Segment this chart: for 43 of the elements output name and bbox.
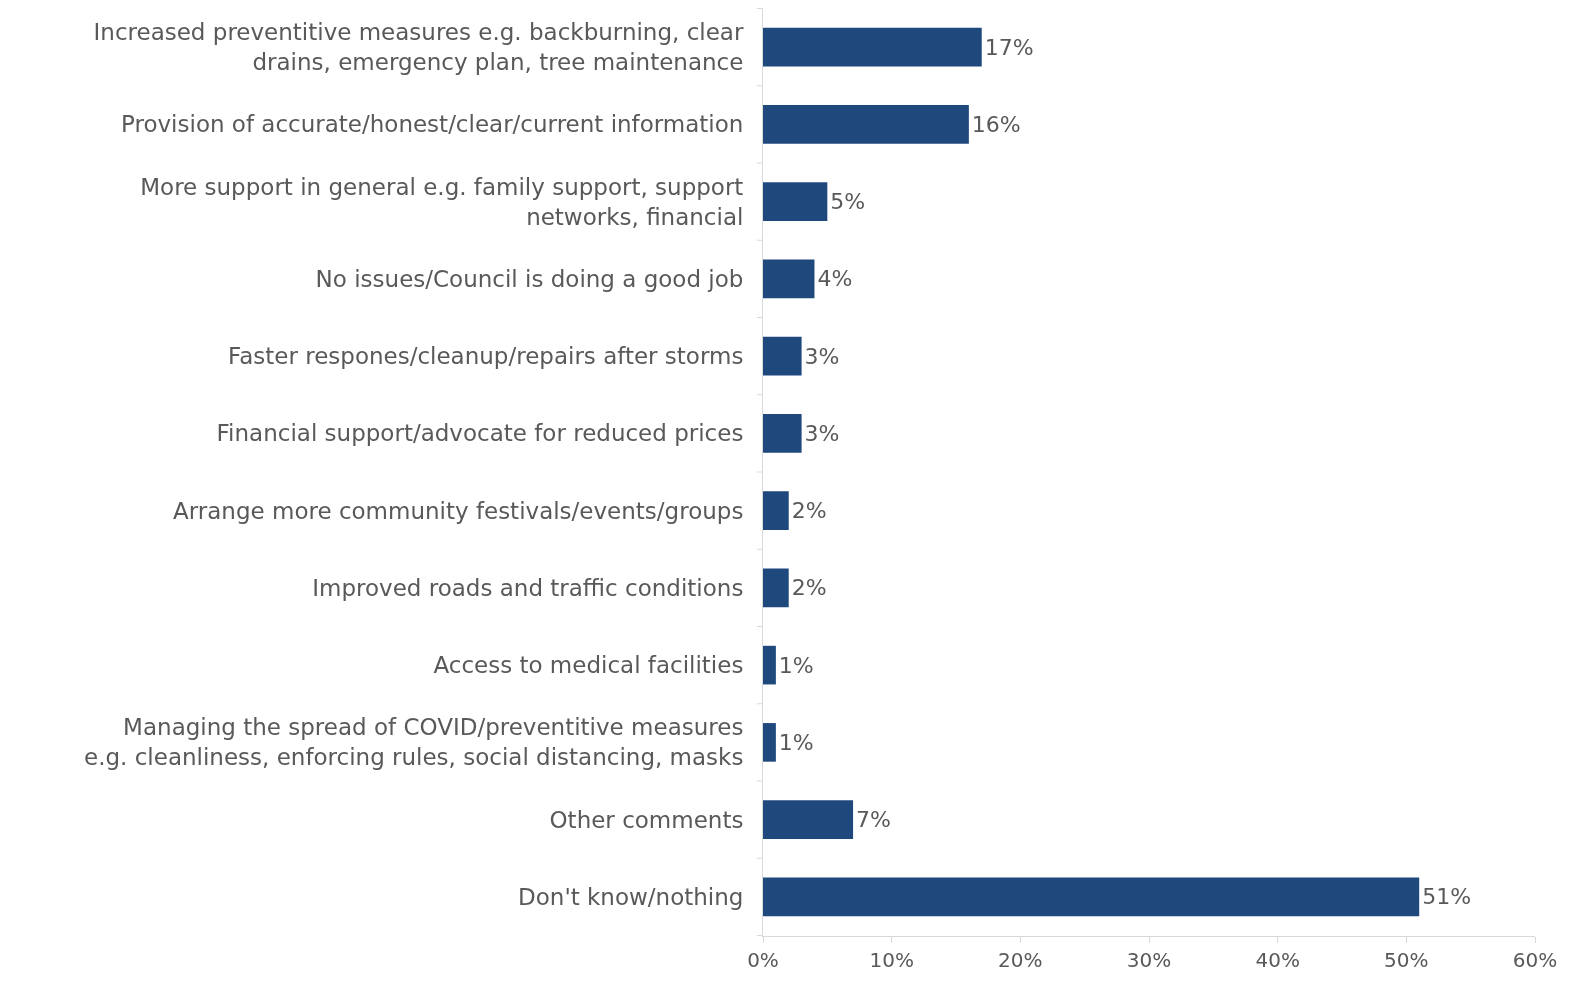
x-tick-label: 10%	[869, 948, 914, 972]
bar	[763, 645, 776, 685]
data-label: 17%	[984, 34, 1034, 60]
data-label: 1%	[778, 729, 814, 755]
y-tick-label: Arrange more community festivals/events/groups	[173, 497, 744, 524]
y-tick-label: Financial support/advocate for reduced prices	[216, 420, 744, 447]
data-label: 1%	[778, 652, 814, 678]
bar	[763, 723, 776, 762]
data-label: 16%	[971, 111, 1021, 137]
bar	[763, 27, 982, 67]
bar	[763, 568, 789, 608]
bar	[763, 877, 1420, 917]
data-label: 2%	[791, 498, 827, 524]
x-tick-label: 60%	[1512, 948, 1558, 972]
data-label: 51%	[1422, 884, 1472, 910]
y-tick-label: Improved roads and traffic conditions	[312, 574, 744, 601]
y-tick-label: Provision of accurate/honest/clear/current information	[121, 111, 744, 138]
bar	[763, 414, 802, 453]
x-tick-label: 0%	[747, 948, 779, 972]
y-tick-label: Faster respones/cleanup/repairs after storms	[228, 343, 744, 370]
bar	[763, 800, 854, 839]
y-tick-label: Other comments	[549, 806, 744, 833]
data-label: 7%	[856, 807, 891, 833]
data-label: 4%	[817, 266, 853, 292]
y-tick-label: No issues/Council is doing a good job	[315, 265, 744, 292]
y-tick-label: Increased preventitive measures e.g. backburning, clear drains, emergency plan, tree maintenance	[93, 19, 744, 76]
x-tick-label: 50%	[1384, 948, 1429, 972]
x-tick-label: 20%	[998, 948, 1043, 972]
x-tick-label: 40%	[1255, 948, 1300, 972]
bar	[763, 182, 828, 221]
bar	[763, 105, 969, 144]
y-tick-label: Don't know/nothing	[518, 883, 744, 910]
bar	[763, 491, 789, 530]
x-tick-label: 30%	[1126, 948, 1172, 972]
data-label: 3%	[804, 343, 840, 369]
bar	[763, 336, 802, 376]
data-label: 3%	[804, 420, 840, 446]
bar	[763, 259, 815, 299]
y-tick-label: More support in general e.g. family support, support networks, financial	[140, 173, 744, 230]
y-tick-label: Access to medical facilities	[433, 652, 744, 679]
data-label: 2%	[791, 575, 827, 601]
data-label: 5%	[830, 189, 866, 215]
y-tick-label: Managing the spread of COVID/preventitive measures e.g. cleanliness, enforcing rules, social distancing, masks	[84, 714, 744, 771]
